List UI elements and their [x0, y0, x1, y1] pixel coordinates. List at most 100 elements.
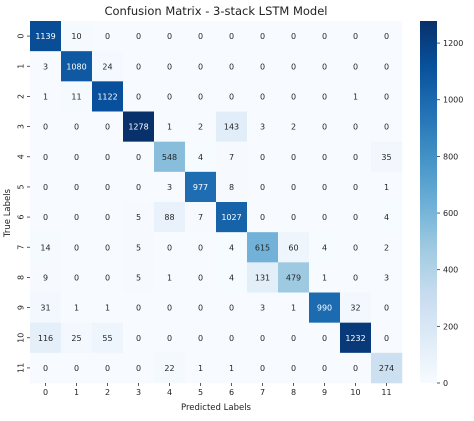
- cell-value-label: 0: [322, 183, 327, 192]
- heatmap-cell: [30, 202, 62, 233]
- heatmap-cell: [92, 111, 124, 142]
- cell-value-label: 0: [198, 243, 203, 252]
- heatmap-cell: [154, 232, 186, 263]
- cell-value-label: 0: [384, 304, 389, 313]
- y-tick-label: 6: [17, 215, 26, 220]
- y-axis-label: True Labels: [3, 188, 13, 238]
- heatmap-cell: [185, 141, 217, 173]
- heatmap-cell: [371, 322, 403, 354]
- heatmap-cell: [340, 51, 372, 82]
- cell-value-label: 5: [136, 243, 141, 252]
- heatmap-cell: [185, 202, 217, 233]
- cell-value-label: 0: [136, 92, 141, 101]
- cell-value-label: 1232: [345, 334, 365, 343]
- heatmap-cell: [61, 111, 93, 142]
- cell-value-label: 4: [384, 213, 389, 222]
- heatmap-cell: [309, 262, 341, 293]
- cell-value-label: 22: [164, 364, 174, 373]
- heatmap-cell: [216, 21, 248, 52]
- heatmap-cell: [123, 262, 155, 293]
- cell-value-label: 1: [105, 304, 110, 313]
- y-tick-label: 2: [17, 94, 26, 99]
- heatmap-cell: [30, 21, 62, 52]
- cell-value-label: 1: [74, 304, 79, 313]
- cell-value-label: 0: [260, 92, 265, 101]
- cell-value-label: 0: [353, 153, 358, 162]
- heatmap-cell: [340, 81, 372, 112]
- heatmap-cell: [309, 292, 341, 323]
- cell-value-label: 274: [379, 364, 394, 373]
- chart-title: Confusion Matrix - 3-stack LSTM Model: [104, 4, 327, 18]
- heatmap-cell: [61, 171, 93, 203]
- heatmap-cell: [278, 51, 310, 82]
- cell-value-label: 131: [255, 273, 270, 282]
- cell-value-label: 0: [353, 123, 358, 132]
- x-tick-label: 8: [291, 388, 296, 397]
- heatmap-cell: [154, 141, 186, 173]
- cell-value-label: 0: [167, 32, 172, 41]
- cell-value-label: 0: [105, 213, 110, 222]
- heatmap-cell: [309, 232, 341, 263]
- heatmap-cell: [185, 232, 217, 263]
- heatmap-cell: [309, 111, 341, 142]
- cell-value-label: 11: [71, 92, 81, 101]
- heatmap-cell: [154, 51, 186, 82]
- heatmap-cell: [216, 292, 248, 323]
- cell-value-label: 0: [322, 32, 327, 41]
- heatmap-cell: [340, 352, 372, 384]
- heatmap-cell: [247, 322, 279, 354]
- y-tick-label: 8: [17, 275, 26, 280]
- cell-value-label: 0: [198, 334, 203, 343]
- cell-value-label: 0: [322, 213, 327, 222]
- x-tick-label: 9: [322, 388, 327, 397]
- heatmap-cell: [278, 111, 310, 142]
- cell-value-label: 0: [74, 213, 79, 222]
- heatmap-cell: [371, 111, 403, 142]
- cell-value-label: 0: [384, 32, 389, 41]
- cell-value-label: 31: [40, 304, 50, 313]
- heatmap-cell: [61, 232, 93, 263]
- x-tick-label: 2: [105, 388, 110, 397]
- cell-value-label: 0: [291, 92, 296, 101]
- heatmap-cell: [278, 171, 310, 203]
- y-tick-label: 11: [17, 363, 26, 373]
- heatmap-cell: [123, 141, 155, 173]
- heatmap-cell: [371, 141, 403, 173]
- heatmap-cell: [278, 232, 310, 263]
- heatmap-cell: [216, 171, 248, 203]
- heatmap-cell: [340, 171, 372, 203]
- cell-value-label: 0: [322, 334, 327, 343]
- cell-value-label: 479: [286, 273, 301, 282]
- y-tick-label: 10: [17, 333, 26, 343]
- y-tick-label: 1: [17, 64, 26, 69]
- heatmap-cell: [247, 232, 279, 263]
- x-tick-label: 10: [350, 388, 360, 397]
- heatmap-cell: [123, 111, 155, 142]
- heatmap-cell: [185, 111, 217, 142]
- heatmap-cell: [247, 292, 279, 323]
- heatmap-cell: [309, 352, 341, 384]
- cell-value-label: 0: [167, 92, 172, 101]
- heatmap-cell: [216, 202, 248, 233]
- cell-value-label: 0: [74, 364, 79, 373]
- y-tick-labels: 0 1 2 3 4 5 6 7 8 9 10 11: [17, 34, 30, 373]
- heatmap-cell: [247, 262, 279, 293]
- heatmap-cell: [309, 171, 341, 203]
- heatmap-cell: [371, 202, 403, 233]
- cell-value-label: 0: [229, 32, 234, 41]
- x-axis-label: Predicted Labels: [181, 403, 252, 413]
- cell-value-label: 0: [260, 364, 265, 373]
- cell-value-label: 0: [260, 32, 265, 41]
- cell-value-label: 0: [74, 183, 79, 192]
- heatmap-cell: [92, 292, 124, 323]
- heatmap-cell: [309, 21, 341, 52]
- cell-value-label: 0: [322, 62, 327, 71]
- cell-value-label: 8: [229, 183, 234, 192]
- colorbar-ticks: 0 200 400 600 800 1000 1200: [437, 39, 463, 388]
- heatmap-cell: [216, 322, 248, 354]
- heatmap-cell: [371, 21, 403, 52]
- cell-value-label: 0: [291, 364, 296, 373]
- cell-value-label: 7: [229, 153, 234, 162]
- cell-value-label: 1080: [66, 62, 86, 71]
